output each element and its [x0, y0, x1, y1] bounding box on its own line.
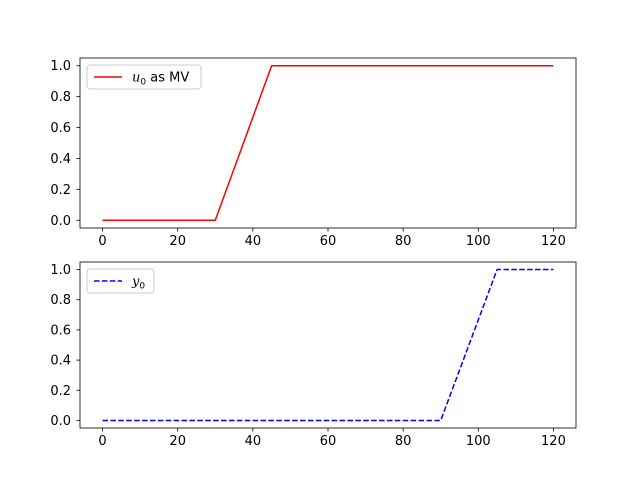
y-tick-label: 1.0 [50, 263, 71, 278]
y-tick-label: 0.8 [50, 90, 71, 105]
y-tick-label: 0.0 [50, 414, 71, 429]
x-tick-label: 60 [320, 434, 337, 449]
x-tick-label: 20 [169, 234, 186, 249]
legend-label-rest: as MV [146, 71, 189, 86]
x-tick-label: 0 [98, 434, 106, 449]
legend-label-base: u [132, 71, 140, 86]
x-tick-label: 80 [395, 234, 412, 249]
y-tick-label: 0.6 [50, 323, 71, 338]
legend-label-subscript: 0 [139, 282, 145, 292]
y-tick-label: 0.2 [50, 183, 71, 198]
y-tick-label: 1.0 [50, 59, 71, 74]
y-tick-label: 0.6 [50, 121, 71, 136]
series-line-0 [102, 268, 554, 422]
x-tick-label: 100 [466, 234, 491, 249]
x-tick-label: 40 [245, 234, 262, 249]
x-tick-label: 40 [245, 434, 262, 449]
legend-label-subscript: 0 [140, 78, 146, 88]
x-tick-label: 120 [541, 434, 566, 449]
x-tick-label: 60 [320, 234, 337, 249]
x-tick-label: 100 [466, 434, 491, 449]
y-tick-label: 0.4 [50, 354, 71, 369]
x-tick-label: 80 [395, 434, 412, 449]
series-line-0 [102, 64, 554, 222]
y-tick-label: 0.0 [50, 214, 71, 229]
legend-box [86, 64, 202, 90]
legend-label-base: y [131, 275, 140, 290]
y-tick-label: 0.4 [50, 152, 71, 167]
legend-label: u0 as MV [132, 71, 189, 88]
x-tick-label: 0 [98, 234, 106, 249]
x-tick-label: 20 [169, 434, 186, 449]
y-tick-label: 0.2 [50, 384, 71, 399]
y-tick-label: 0.8 [50, 293, 71, 308]
x-tick-label: 120 [541, 234, 566, 249]
legend-label: y0 [131, 275, 145, 292]
